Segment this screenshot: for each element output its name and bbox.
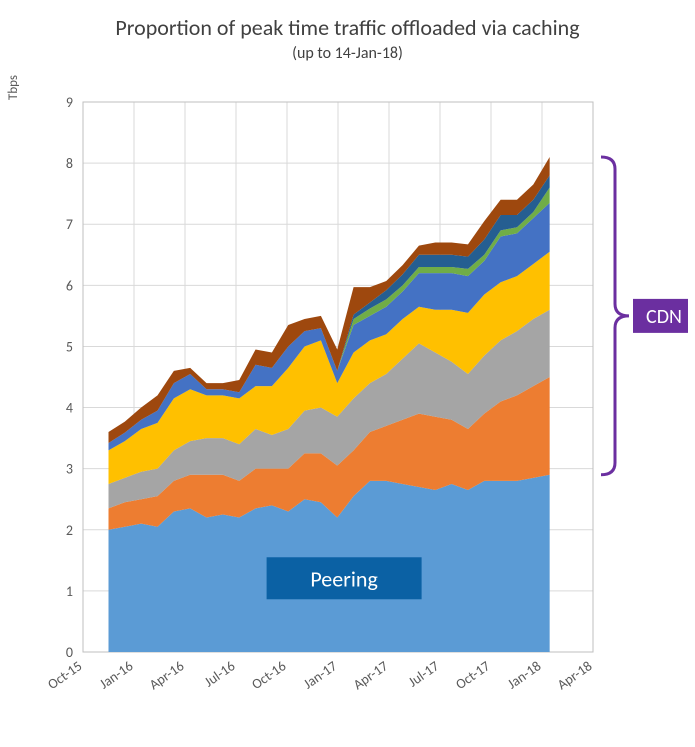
svg-text:5: 5 (66, 338, 73, 355)
chart-svg-holder: 0 1 2 3 4 5 6 7 8 9 Oct-15 Jan-16 Apr-16 Jul-16 Oct-16… (28, 82, 688, 727)
svg-text:0: 0 (66, 644, 73, 661)
svg-text:Jan-17: Jan-17 (300, 657, 340, 692)
svg-text:Oct-16: Oct-16 (248, 657, 289, 693)
svg-text:Jan-16: Jan-16 (96, 657, 136, 692)
svg-text:Jan-18: Jan-18 (504, 657, 544, 692)
chart-subtitle: (up to 14-Jan-18) (0, 44, 695, 63)
area-chart: 0 1 2 3 4 5 6 7 8 9 Oct-15 Jan-16 Apr-16 Jul-16 Oct-16… (28, 82, 688, 722)
svg-text:Jul-17: Jul-17 (405, 657, 442, 690)
svg-text:Apr-16: Apr-16 (146, 657, 187, 693)
svg-text:3: 3 (66, 461, 73, 478)
svg-text:Apr-17: Apr-17 (350, 657, 391, 693)
svg-text:1: 1 (66, 583, 73, 600)
svg-text:9: 9 (66, 94, 73, 111)
svg-text:Oct-15: Oct-15 (44, 657, 85, 693)
svg-text:2: 2 (66, 522, 73, 539)
svg-text:Jul-16: Jul-16 (201, 657, 238, 690)
svg-text:4: 4 (66, 400, 73, 417)
y-axis-label: Tbps (6, 75, 21, 100)
cdn-bracket (601, 157, 629, 475)
chart-container: Proportion of peak time traffic offloade… (0, 0, 695, 747)
svg-text:Oct-17: Oct-17 (452, 657, 493, 693)
svg-text:6: 6 (66, 277, 73, 294)
svg-text:8: 8 (66, 155, 73, 172)
chart-title: Proportion of peak time traffic offloade… (0, 0, 695, 42)
svg-text:Apr-18: Apr-18 (554, 657, 595, 693)
peering-label-text: Peering (310, 565, 377, 592)
cdn-label-text: CDN (646, 305, 682, 329)
svg-text:7: 7 (66, 216, 73, 233)
